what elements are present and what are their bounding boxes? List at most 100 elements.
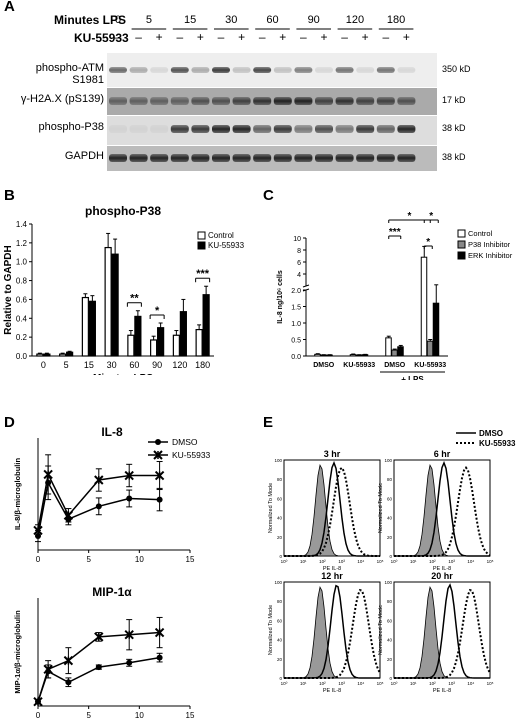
timepoint-label: 180 bbox=[386, 14, 406, 26]
legend-label: DMSO bbox=[172, 437, 198, 447]
plot-title: 12 hr bbox=[321, 571, 343, 581]
blot-band bbox=[273, 67, 292, 73]
ku-label: KU-55933 bbox=[74, 31, 129, 45]
ku-sign: – bbox=[114, 30, 122, 44]
x-tick-label: DMSO bbox=[313, 362, 335, 369]
y-tick-label: 80 bbox=[277, 599, 283, 604]
circle-marker bbox=[156, 496, 163, 503]
plot-title: 6 hr bbox=[434, 449, 451, 459]
x-tick-label: 10⁰ bbox=[391, 559, 398, 564]
timepoint-label: 90 bbox=[307, 14, 320, 26]
blot-band bbox=[170, 67, 189, 73]
blot-band bbox=[315, 67, 333, 73]
series-line bbox=[37, 631, 160, 702]
blot-band bbox=[212, 97, 230, 105]
x-tick-label: 10² bbox=[429, 559, 436, 564]
x-tick-label: 10⁰ bbox=[391, 681, 398, 686]
x-tick-label: 10⁴ bbox=[467, 559, 474, 564]
x-axis-label: PE IL-8 bbox=[433, 566, 451, 572]
blot-band bbox=[191, 67, 210, 73]
bar bbox=[36, 353, 44, 357]
blot-size: 350 kD bbox=[442, 64, 471, 74]
y-tick-label: 0.0 bbox=[16, 352, 28, 361]
legend-label: Control bbox=[208, 231, 234, 240]
series-line bbox=[37, 472, 160, 531]
blot-band bbox=[170, 154, 189, 162]
bar bbox=[179, 311, 187, 357]
timepoint-label: 120 bbox=[345, 14, 365, 26]
y-axis-label: Normalized To Mode bbox=[268, 483, 274, 533]
blot-band bbox=[109, 97, 127, 105]
circle-marker bbox=[95, 503, 102, 510]
ku-sign: + bbox=[402, 30, 410, 44]
bar bbox=[385, 337, 392, 357]
legend-swatch bbox=[457, 251, 466, 260]
x-tick-label: 10³ bbox=[448, 681, 455, 686]
blot-band bbox=[191, 97, 210, 105]
bar bbox=[59, 353, 67, 357]
bar bbox=[157, 327, 165, 357]
y-tick-label: 0.4 bbox=[16, 314, 28, 323]
blot-band bbox=[191, 154, 210, 162]
blot-band bbox=[129, 125, 148, 133]
y-tick-label: 1.4 bbox=[16, 220, 28, 229]
blot-band bbox=[294, 67, 313, 73]
x-tick-label: 10 bbox=[135, 711, 144, 719]
blot-band bbox=[397, 97, 416, 105]
y-tick-label: 80 bbox=[387, 477, 393, 482]
plot-frame bbox=[283, 581, 381, 679]
ku-sign: + bbox=[320, 30, 328, 44]
blot-band bbox=[150, 97, 169, 105]
blot-band bbox=[376, 67, 395, 73]
legend-label: KU-55933 bbox=[172, 450, 211, 460]
blot-band bbox=[150, 125, 169, 133]
blot-band bbox=[253, 154, 272, 162]
legend-label: KU-55933 bbox=[479, 439, 516, 448]
blot-band bbox=[376, 125, 395, 133]
bar bbox=[202, 294, 210, 357]
y-axis-label: Normalized To Mode bbox=[378, 483, 384, 533]
x-tick-label: 10² bbox=[429, 681, 436, 686]
y-tick-label: 1.0 bbox=[16, 258, 28, 267]
blot-band bbox=[376, 154, 395, 162]
y-tick-label: 0.0 bbox=[291, 354, 301, 361]
y-tick-label: 60 bbox=[277, 618, 283, 623]
timepoint-label: 60 bbox=[266, 14, 279, 26]
legend-label: KU-55933 bbox=[208, 241, 245, 250]
blot-size: 38 kD bbox=[442, 123, 466, 133]
y-tick-label: 60 bbox=[277, 496, 283, 501]
histogram-plot: 6 hr 0 20 40 60 80 100 10⁰ 10¹ 10² 10³ 10⁴ 10⁵ PE IL-… bbox=[378, 449, 494, 572]
blot-band bbox=[315, 154, 333, 162]
x-axis-label: Minutes LPS bbox=[93, 373, 153, 375]
blot-size: 17 kD bbox=[442, 95, 466, 105]
y-tick-label: 40 bbox=[387, 516, 393, 521]
blot-label: phospho-ATM S1981 bbox=[35, 62, 104, 86]
blot-band bbox=[212, 154, 230, 162]
y-tick-label: 60 bbox=[387, 618, 393, 623]
chart-title: phospho-P38 bbox=[85, 204, 161, 218]
x-tick-label: 10⁴ bbox=[467, 681, 474, 686]
blot-band bbox=[356, 67, 375, 73]
blot-band bbox=[212, 125, 230, 133]
x-tick-label: 10⁴ bbox=[357, 559, 364, 564]
y-tick-label: 40 bbox=[387, 638, 393, 643]
legend-label: ERK Inhibitor bbox=[468, 251, 513, 260]
dmso-histogram bbox=[284, 460, 380, 557]
ku-sign: – bbox=[300, 30, 307, 44]
blot-band bbox=[335, 154, 354, 162]
x-tick-label: 10⁵ bbox=[377, 559, 384, 564]
significance-label: * bbox=[429, 211, 433, 222]
ku-sign: – bbox=[258, 30, 266, 44]
y-tick-label: 0 bbox=[389, 676, 392, 681]
x-axis-label: PE IL-8 bbox=[323, 688, 341, 694]
x-tick-label: 10⁴ bbox=[357, 681, 364, 686]
x-tick-label: 90 bbox=[152, 360, 162, 370]
timepoint-label: 0 bbox=[114, 14, 122, 26]
blot-band bbox=[232, 97, 251, 105]
x-tick-label: 15 bbox=[186, 711, 195, 719]
blot-band bbox=[253, 67, 272, 73]
blot-band bbox=[273, 125, 292, 133]
panel-c-letter: C bbox=[263, 187, 274, 204]
bar bbox=[43, 353, 51, 357]
circle-marker bbox=[65, 679, 72, 686]
